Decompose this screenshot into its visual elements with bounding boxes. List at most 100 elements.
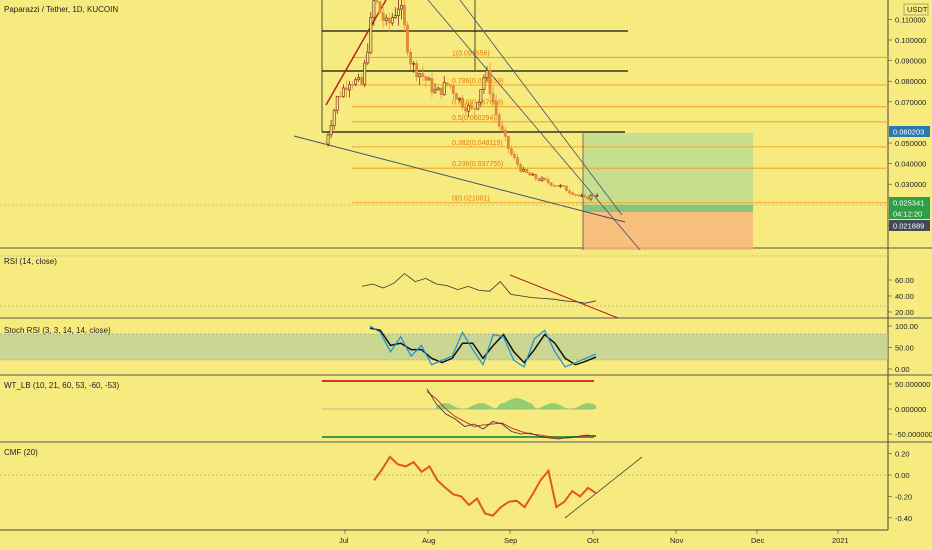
price-pane[interactable]: 1(0.091556)0.786(0.078159)0.618(0.067648… (0, 0, 888, 251)
candle-body[interactable] (329, 125, 333, 136)
wavetrend-pane[interactable]: WT_LB (10, 21, 60, 53, -60, -53) 50.0000… (4, 380, 932, 440)
candle-body[interactable] (381, 12, 385, 21)
cmf-trendline[interactable] (564, 456, 643, 519)
candle-body[interactable] (568, 190, 571, 193)
candle-body[interactable] (341, 87, 345, 97)
candle-body[interactable] (565, 185, 568, 192)
candle-body[interactable] (323, 143, 327, 146)
candle-body[interactable] (451, 85, 455, 95)
candle-body[interactable] (458, 97, 461, 100)
stoch-d-line[interactable] (369, 327, 597, 366)
candle-body[interactable] (540, 177, 544, 181)
candle-body[interactable] (516, 157, 519, 165)
candle-body[interactable] (415, 63, 419, 78)
candle-body[interactable] (525, 169, 529, 174)
candle-body[interactable] (409, 51, 412, 65)
candle-body[interactable] (522, 169, 526, 172)
candle-body[interactable] (580, 195, 584, 197)
candle-body[interactable] (464, 107, 467, 112)
candle-body[interactable] (549, 182, 553, 186)
candle-body[interactable] (482, 77, 486, 90)
cmf-line[interactable] (373, 455, 597, 517)
candle-body[interactable] (494, 101, 498, 116)
candle-body[interactable] (497, 114, 501, 127)
time-axis[interactable]: Jul Aug Sep Oct Nov Dec 2021 (339, 530, 849, 545)
candle-body[interactable] (571, 192, 574, 195)
candle-body[interactable] (467, 105, 471, 112)
candle-body[interactable] (455, 93, 458, 100)
candle-body[interactable] (369, 16, 373, 53)
candle-body[interactable] (400, 5, 403, 10)
wedge-upper-line[interactable] (459, 0, 623, 216)
fib-retracement[interactable]: 1(0.091556)0.786(0.078159)0.618(0.067648… (352, 50, 888, 204)
candle-body[interactable] (558, 185, 562, 187)
candle-body[interactable] (436, 87, 440, 91)
candle-body[interactable] (586, 196, 590, 200)
candle-body[interactable] (351, 84, 354, 86)
candle-body[interactable] (473, 108, 477, 110)
candle-body[interactable] (577, 194, 581, 196)
candle-body[interactable] (503, 129, 507, 137)
candle-body[interactable] (354, 79, 357, 85)
uptrend-line[interactable] (325, 0, 387, 106)
candle-body[interactable] (427, 78, 431, 81)
candle-body[interactable] (357, 76, 361, 81)
candle-body[interactable] (485, 70, 489, 79)
candle-body[interactable] (589, 195, 593, 200)
candle-body[interactable] (378, 1, 382, 13)
candle-body[interactable] (424, 76, 428, 81)
candle-body[interactable] (537, 178, 541, 181)
candle-body[interactable] (510, 148, 513, 155)
candle-body[interactable] (506, 136, 510, 149)
candle-body[interactable] (418, 73, 422, 78)
wt1-line[interactable] (426, 388, 597, 440)
candle-body[interactable] (583, 195, 587, 198)
candle-body[interactable] (531, 173, 535, 176)
candle-body[interactable] (403, 5, 406, 26)
rsi-pane[interactable]: RSI (14, close) 60.00 40.00 20.00 (0, 255, 914, 319)
candle-body[interactable] (393, 15, 397, 19)
candle-body[interactable] (375, 0, 379, 2)
candle-body[interactable] (476, 101, 480, 110)
candle-body[interactable] (470, 105, 474, 109)
candle-body[interactable] (335, 96, 339, 111)
candle-body[interactable] (592, 195, 596, 197)
wt2-line[interactable] (426, 391, 597, 439)
candle-body[interactable] (338, 96, 342, 98)
stoch-k-line[interactable] (369, 325, 597, 368)
candle-body[interactable] (500, 125, 504, 131)
candle-body[interactable] (430, 78, 434, 93)
wedge-lower-line[interactable] (293, 135, 626, 223)
candle-body[interactable] (561, 185, 565, 187)
candle-body[interactable] (552, 185, 556, 187)
candle-body[interactable] (332, 110, 336, 126)
candle-body[interactable] (396, 8, 400, 16)
candle-body[interactable] (448, 84, 452, 87)
candle-body[interactable] (363, 62, 367, 85)
candle-body[interactable] (534, 173, 538, 180)
candle-body[interactable] (372, 0, 376, 18)
wedge-upper-line[interactable] (427, 0, 641, 251)
candle-body[interactable] (595, 195, 599, 197)
profit-zone[interactable] (583, 133, 753, 205)
candle-body[interactable] (384, 17, 388, 21)
candlestick-series[interactable] (323, 0, 599, 202)
candle-body[interactable] (543, 177, 547, 180)
rsi-trendline[interactable] (509, 274, 619, 319)
candle-body[interactable] (445, 82, 449, 85)
candle-body[interactable] (513, 154, 516, 158)
candle-body[interactable] (348, 84, 351, 91)
cmf-pane[interactable]: CMF (20) 0.20 0.00 -0.20 -0.40 (0, 448, 912, 523)
candle-body[interactable] (461, 97, 464, 108)
candle-body[interactable] (491, 93, 495, 102)
candle-body[interactable] (406, 24, 409, 53)
currency-box[interactable] (903, 3, 929, 16)
candle-body[interactable] (412, 63, 416, 65)
candle-body[interactable] (390, 17, 394, 24)
candle-body[interactable] (488, 70, 492, 94)
candle-body[interactable] (479, 89, 483, 103)
stoch-rsi-pane[interactable]: Stoch RSI (3, 3, 14, 14, close) 100.00 50… (0, 322, 918, 374)
candle-body[interactable] (439, 87, 443, 96)
candle-body[interactable] (546, 179, 550, 184)
